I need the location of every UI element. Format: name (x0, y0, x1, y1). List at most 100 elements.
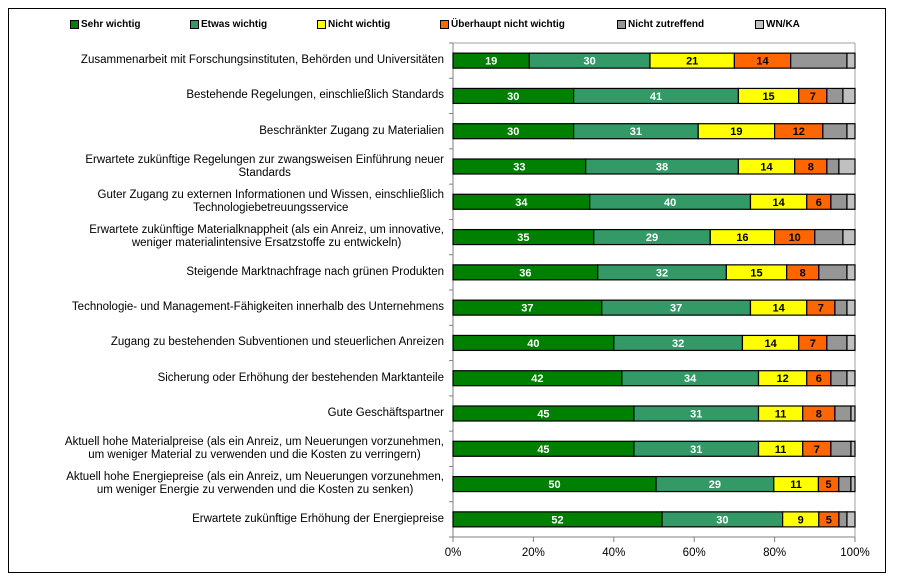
data-label: 12 (777, 373, 789, 385)
data-label: 34 (515, 197, 528, 209)
data-label: 33 (513, 162, 525, 174)
category-label-text: Bestehende Regelungen, einschließlich St… (186, 89, 444, 102)
category-label: Erwartete zukünftige Regelungen zur zwan… (85, 152, 444, 182)
data-label: 52 (551, 514, 563, 526)
data-label: 30 (507, 91, 519, 103)
data-label: 31 (690, 444, 702, 456)
category-label: Bestehende Regelungen, einschließlich St… (186, 81, 444, 111)
data-label: 30 (716, 514, 728, 526)
data-label: 41 (650, 91, 662, 103)
legend-swatch (70, 20, 79, 29)
category-label: Aktuell hohe Energiepreise (als ein Anre… (66, 469, 444, 499)
legend-item: Nicht zutreffend (617, 19, 704, 30)
bar-segment (846, 264, 856, 281)
bar-segment (850, 475, 856, 493)
bar-segment (826, 87, 844, 105)
category-label: Guter Zugang zu externen Informationen u… (98, 187, 444, 217)
data-label: 15 (762, 91, 774, 103)
bar-segment (818, 264, 848, 281)
data-label: 45 (537, 409, 549, 421)
bar-segment (830, 193, 848, 210)
data-label: 31 (630, 126, 642, 138)
legend-item: WN/KA (755, 19, 800, 30)
x-tick-label: 40% (602, 547, 625, 559)
data-label: 5 (826, 479, 832, 491)
legend: Sehr wichtig Etwas wichtig Nicht wichtig Üb… (0, 19, 900, 33)
category-label: Zugang zu bestehenden Subventionen und s… (111, 328, 444, 358)
category-label-text: Aktuell hohe Materialpreise (als ein Anr… (64, 435, 444, 461)
data-label: 5 (826, 514, 832, 526)
legend-item: Überhaupt nicht wichtig (440, 19, 565, 30)
data-label: 8 (800, 267, 806, 279)
bar-segment (826, 334, 848, 352)
x-tick-label: 60% (683, 547, 706, 559)
bar-segment (838, 475, 852, 493)
category-label-text: Erwartete zukünftige Regelungen zur zwan… (85, 153, 444, 179)
category-label-text: Aktuell hohe Energiepreise (als ein Anre… (66, 471, 444, 497)
x-tick-label: 0% (445, 547, 462, 559)
chart-frame (8, 8, 886, 573)
legend-swatch (317, 20, 326, 29)
data-label: 14 (772, 303, 785, 315)
bar-segment (834, 299, 848, 316)
data-label: 14 (764, 338, 777, 350)
category-label-text: Erwartete zukünftige Materialknappheit (… (89, 224, 444, 250)
data-label: 14 (756, 56, 769, 68)
data-label: 15 (750, 267, 762, 279)
category-label: Aktuell hohe Materialpreise (als ein Anr… (65, 434, 444, 464)
data-label: 50 (548, 479, 560, 491)
category-label-text: Zugang zu bestehenden Subventionen und s… (110, 336, 444, 349)
data-label: 32 (656, 267, 668, 279)
category-label-text: Steigende Marktnachfrage nach grünen Pro… (186, 265, 444, 278)
legend-label: Überhaupt nicht wichtig (451, 19, 565, 30)
data-label: 40 (527, 338, 539, 350)
bar-segment (846, 370, 856, 387)
legend-label: Sehr wichtig (81, 19, 141, 30)
category-label-text: Guter Zugang zu externen Informationen u… (97, 188, 444, 214)
category-label: Gute Geschäftspartner (328, 399, 444, 429)
data-label: 34 (684, 373, 697, 385)
category-label: Steigende Marktnachfrage nach grünen Pro… (186, 257, 444, 287)
legend-item: Etwas wichtig (190, 19, 267, 30)
category-label-text: Zusammenarbeit mit Forschungsinstituten,… (80, 54, 444, 67)
data-label: 14 (760, 162, 773, 174)
data-label: 38 (656, 162, 668, 174)
data-label: 29 (709, 479, 721, 491)
legend-swatch (190, 20, 199, 29)
data-label: 11 (790, 479, 802, 491)
bar-segment (830, 440, 852, 457)
bar-segment (846, 123, 856, 140)
legend-item: Sehr wichtig (70, 19, 140, 30)
data-label: 7 (810, 91, 816, 103)
bar-segment (846, 334, 856, 352)
data-label: 21 (686, 56, 698, 68)
category-label-text: Erwartete zukünftige Erhöhung der Energi… (192, 512, 444, 525)
x-tick-label: 20% (522, 547, 545, 559)
bar-segment (846, 52, 856, 69)
category-label: Beschränkter Zugang zu Materialien (259, 116, 444, 146)
data-label: 14 (772, 197, 785, 209)
legend-label: Nicht wichtig (328, 19, 391, 30)
x-tick-label: 80% (763, 547, 786, 559)
legend-item: Nicht wichtig (317, 19, 390, 30)
data-label: 9 (798, 514, 804, 526)
legend-label: Etwas wichtig (201, 19, 268, 30)
category-label: Erwartete zukünftige Materialknappheit (… (89, 222, 444, 252)
bar-segment (850, 405, 856, 422)
bar-segment (790, 52, 848, 69)
data-label: 30 (507, 126, 519, 138)
data-label: 11 (775, 409, 787, 421)
bar-segment (814, 228, 844, 246)
bar-segment (846, 511, 856, 528)
bar-segment (826, 158, 840, 175)
data-label: 30 (584, 56, 596, 68)
bar-segment (850, 440, 856, 457)
x-tick-label: 100% (840, 547, 869, 559)
legend-swatch (617, 20, 626, 29)
data-label: 7 (814, 444, 820, 456)
bar-segment (822, 123, 848, 140)
data-label: 29 (646, 232, 658, 244)
category-label-text: Gute Geschäftspartner (327, 407, 444, 419)
legend-swatch (755, 20, 764, 29)
